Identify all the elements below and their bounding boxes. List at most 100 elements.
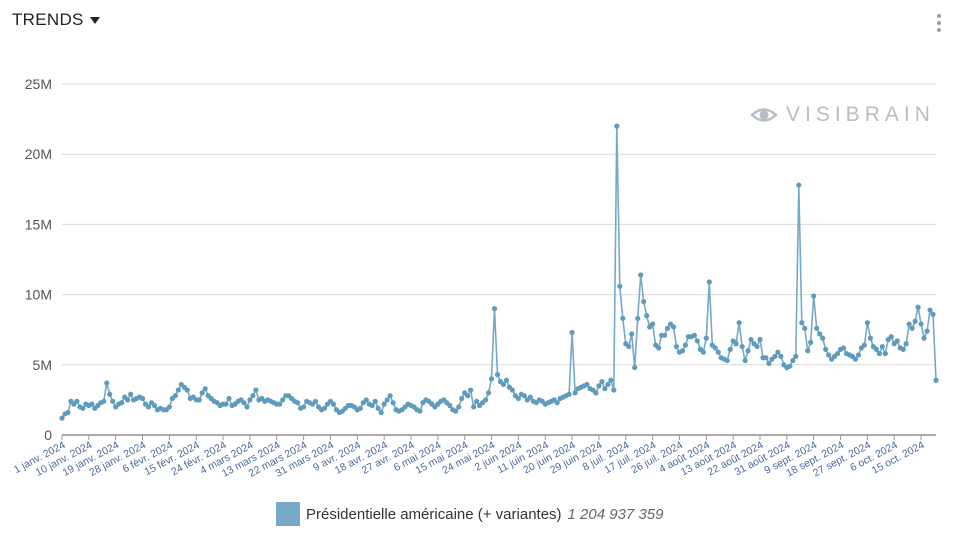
data-point: [775, 349, 781, 355]
data-point: [381, 401, 387, 407]
data-point: [912, 318, 918, 324]
data-point: [927, 307, 933, 313]
data-point: [166, 404, 172, 410]
data-point: [241, 400, 247, 406]
data-point: [372, 398, 378, 404]
data-point: [605, 381, 611, 388]
data-point: [703, 335, 709, 341]
data-point: [196, 397, 202, 403]
data-point: [930, 311, 936, 317]
data-point: [614, 123, 620, 129]
data-point: [679, 348, 686, 354]
data-point: [611, 387, 617, 393]
data-point: [820, 335, 826, 341]
data-point: [503, 377, 510, 383]
data-point: [184, 387, 190, 393]
data-point: [456, 404, 462, 410]
data-point: [727, 346, 733, 352]
data-point: [626, 343, 632, 350]
y-tick-label: 0: [44, 427, 52, 443]
kebab-menu-icon[interactable]: [936, 14, 942, 34]
data-point: [521, 393, 527, 399]
data-point: [119, 400, 125, 406]
data-point: [811, 293, 817, 299]
data-point: [712, 345, 718, 351]
data-point: [110, 398, 116, 404]
data-point: [921, 335, 927, 341]
data-point: [918, 321, 924, 327]
data-point: [572, 390, 578, 396]
data-point: [465, 393, 471, 399]
data-point: [903, 341, 909, 347]
data-point: [107, 391, 113, 397]
data-point: [596, 383, 602, 389]
data-point: [778, 353, 784, 359]
data-point: [500, 381, 507, 388]
data-point: [494, 372, 501, 378]
data-point: [602, 386, 608, 392]
data-point: [772, 353, 778, 359]
data-point: [638, 272, 644, 278]
y-tick-label: 15M: [25, 216, 52, 232]
data-point: [515, 395, 521, 402]
data-point: [691, 332, 697, 338]
trends-dropdown[interactable]: TRENDS: [12, 10, 100, 30]
data-point: [882, 350, 888, 357]
eye-icon: [750, 108, 778, 122]
data-point: [715, 349, 721, 355]
data-point: [635, 315, 641, 322]
data-point: [202, 386, 208, 392]
y-tick-label: 25M: [25, 76, 52, 92]
data-point: [834, 350, 841, 357]
data-point: [125, 397, 131, 403]
data-point: [485, 390, 492, 396]
data-point: [468, 387, 474, 393]
data-point: [629, 331, 635, 337]
data-point: [900, 346, 906, 352]
data-point: [363, 397, 369, 403]
data-point: [447, 402, 453, 409]
data-point: [301, 404, 307, 410]
data-point: [673, 343, 680, 350]
data-point: [796, 182, 802, 188]
data-point: [250, 393, 256, 399]
data-point: [867, 335, 873, 341]
data-point: [852, 356, 859, 362]
data-point: [724, 357, 730, 364]
data-point: [390, 400, 396, 406]
data-point: [817, 331, 823, 337]
y-tick-label: 20M: [25, 146, 52, 162]
data-point: [312, 398, 319, 404]
data-point: [488, 376, 495, 382]
data-point: [172, 393, 178, 399]
data-point: [471, 404, 477, 410]
data-point: [754, 343, 760, 350]
data-point: [915, 304, 921, 310]
data-point: [879, 343, 885, 350]
data-point: [933, 377, 939, 383]
data-point: [620, 315, 626, 322]
data-point: [814, 325, 820, 331]
data-point: [244, 404, 250, 410]
data-point: [378, 409, 384, 416]
data-point: [277, 401, 283, 407]
data-point: [482, 397, 489, 403]
data-point: [417, 408, 423, 414]
data-point: [787, 363, 793, 369]
data-point: [802, 325, 808, 331]
data-point: [80, 405, 86, 411]
legend-item[interactable]: Présidentielle américaine (+ variantes) …: [276, 502, 663, 526]
legend-series-name: Présidentielle américaine (+ variantes): [306, 505, 562, 523]
data-point: [253, 387, 259, 393]
data-point: [799, 320, 805, 326]
data-point: [509, 387, 516, 393]
data-point: [321, 405, 328, 411]
data-point: [661, 332, 668, 338]
data-point: [909, 325, 915, 331]
visibrain-watermark: VISIBRAIN: [750, 103, 935, 127]
data-point: [644, 313, 650, 319]
data-point: [569, 329, 575, 336]
data-point: [888, 334, 894, 340]
data-point: [826, 352, 832, 358]
